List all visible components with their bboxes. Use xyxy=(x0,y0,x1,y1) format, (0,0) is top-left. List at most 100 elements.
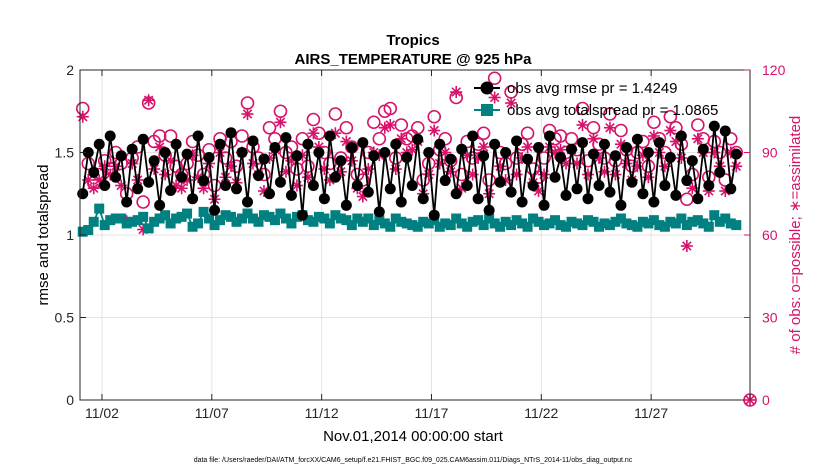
spread-point xyxy=(94,203,105,214)
rmse-point xyxy=(544,130,556,142)
spread-point xyxy=(247,213,258,224)
rmse-point xyxy=(412,133,424,145)
rmse-point xyxy=(99,180,111,191)
spread-point xyxy=(434,221,445,232)
asterisk-stroke xyxy=(193,172,203,183)
possible-obs-point xyxy=(372,131,387,146)
rmse-point xyxy=(263,188,275,200)
rmse-point xyxy=(703,180,715,191)
rmse-point xyxy=(730,148,742,160)
rmse-point xyxy=(527,180,539,191)
assimilated-obs-point xyxy=(587,132,600,145)
spread-point xyxy=(610,216,621,227)
asterisk-stroke xyxy=(555,144,566,155)
rmse-point xyxy=(659,180,671,191)
rmse-point xyxy=(653,137,665,149)
rmse-point xyxy=(626,176,638,188)
rmse-point xyxy=(231,183,243,195)
spread-point xyxy=(132,215,143,226)
rmse-point xyxy=(110,171,122,183)
asterisk-stroke xyxy=(94,175,104,185)
rmse-point xyxy=(357,137,369,149)
spread-point xyxy=(550,215,561,226)
spread-point xyxy=(269,215,280,226)
rmse-point xyxy=(615,199,627,211)
spread-point xyxy=(456,218,467,229)
rmse-point xyxy=(269,142,281,154)
spread-point xyxy=(77,226,88,237)
rmse-point xyxy=(478,150,490,162)
rmse-point xyxy=(395,196,407,208)
asterisk-stroke xyxy=(242,109,253,119)
spread-point xyxy=(352,213,363,224)
rmse-point xyxy=(154,199,166,211)
rmse-point xyxy=(126,143,138,155)
x-tick-label: 11/17 xyxy=(414,405,448,421)
spread-point xyxy=(489,218,500,229)
assimilated-obs-point xyxy=(142,94,155,107)
spread-point xyxy=(412,221,423,232)
possible-obs-point xyxy=(367,115,381,130)
rmse-point xyxy=(566,143,578,155)
spread-point xyxy=(105,215,116,226)
x-tick-label: 11/27 xyxy=(634,405,668,421)
possible-obs-point xyxy=(691,118,705,132)
asterisk-stroke xyxy=(605,122,615,133)
asterisk-stroke xyxy=(154,142,165,152)
spread-point xyxy=(473,215,484,226)
possible-obs-point xyxy=(262,120,277,135)
x-tick-label: 11/07 xyxy=(195,405,229,421)
rmse-point xyxy=(362,186,374,198)
spread-point xyxy=(681,220,692,231)
rmse-point xyxy=(489,138,501,150)
spread-point xyxy=(637,216,648,227)
asterisk-stroke xyxy=(88,183,99,194)
chart-subtitle: AIRS_TEMPERATURE @ 925 hPa xyxy=(295,51,533,68)
rmse-point xyxy=(181,148,193,160)
possible-obs-point xyxy=(438,131,453,146)
spread-point xyxy=(659,221,670,232)
legend-spread-marker xyxy=(481,104,493,116)
spread-point xyxy=(209,220,220,231)
rmse-point xyxy=(307,180,319,191)
spread-point xyxy=(385,221,396,232)
y2-tick-label: 60 xyxy=(762,227,778,243)
spread-point xyxy=(368,220,379,231)
spread-point xyxy=(330,210,341,221)
possible-obs-point xyxy=(603,107,617,121)
spread-point xyxy=(237,213,248,224)
spread-point xyxy=(418,216,429,227)
assimilated-obs-point xyxy=(477,141,490,153)
spread-point xyxy=(654,220,665,231)
asterisk-stroke xyxy=(407,144,418,155)
spread-point xyxy=(709,210,720,221)
spread-point xyxy=(500,216,511,227)
asterisk-stroke xyxy=(522,142,533,152)
spread-point xyxy=(390,213,401,224)
spread-point xyxy=(363,213,374,224)
spread-point xyxy=(176,211,187,222)
rmse-point xyxy=(291,150,303,162)
rmse-point xyxy=(401,151,413,163)
rmse-point xyxy=(274,176,286,188)
rmse-point xyxy=(379,147,391,158)
spread-point xyxy=(379,218,390,229)
assimilated-obs-point xyxy=(488,91,501,104)
y-tick-label: 1 xyxy=(66,227,74,243)
possible-obs-point xyxy=(663,109,678,124)
spread-point xyxy=(264,211,275,222)
spread-point xyxy=(165,218,176,229)
possible-obs-point xyxy=(575,101,590,116)
rmse-point xyxy=(148,155,160,167)
spread-point xyxy=(231,216,242,227)
y-tick-label: 2 xyxy=(66,62,74,78)
spread-point xyxy=(341,215,352,226)
asterisk-stroke xyxy=(478,142,489,152)
x-tick-label: 11/22 xyxy=(524,405,558,421)
rmse-point xyxy=(664,151,676,163)
asterisk-stroke xyxy=(451,87,461,97)
rmse-point xyxy=(577,137,588,149)
rmse-point xyxy=(170,138,182,150)
spread-point xyxy=(478,220,489,231)
spread-point xyxy=(731,220,742,231)
